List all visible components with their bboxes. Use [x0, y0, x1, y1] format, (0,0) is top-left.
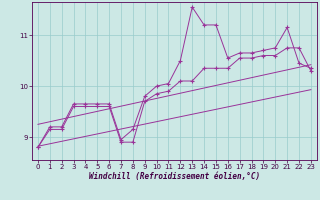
X-axis label: Windchill (Refroidissement éolien,°C): Windchill (Refroidissement éolien,°C)	[89, 172, 260, 181]
